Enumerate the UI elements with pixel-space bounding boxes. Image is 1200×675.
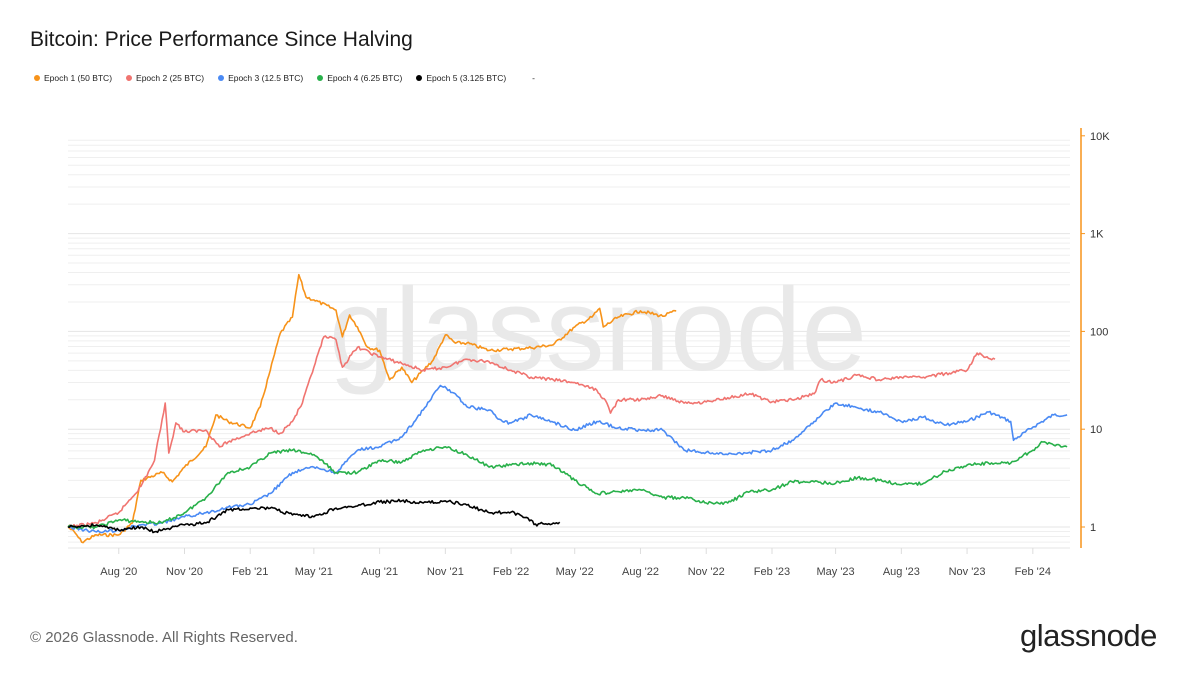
x-tick-label: May '21 <box>295 566 333 578</box>
series-line-epoch-5 <box>67 498 561 534</box>
legend-item-epoch-2[interactable]: Epoch 2 (25 BTC) <box>126 73 204 83</box>
series-line-epoch-2 <box>67 335 996 528</box>
axes: 1 10 100 1K 10K Aug '20 Nov '20 Feb '21 May '21 A… <box>100 128 1110 578</box>
watermark: glassnode <box>329 264 867 396</box>
legend-dot-icon <box>126 75 133 81</box>
x-tick-label: Feb '21 <box>232 566 268 578</box>
legend-item-epoch-3[interactable]: Epoch 3 (12.5 BTC) <box>218 73 303 83</box>
legend-label: - <box>532 73 536 83</box>
y-tick-label: 1K <box>1090 229 1104 241</box>
series-group <box>67 273 1068 544</box>
x-tick-label: Nov '23 <box>949 566 986 578</box>
x-tick-label: May '22 <box>556 566 594 578</box>
x-tick-label: Feb '24 <box>1015 566 1051 578</box>
x-tick-label: Nov '21 <box>427 566 464 578</box>
x-tick-label: Aug '23 <box>883 566 920 578</box>
y-tick-label: 10 <box>1090 424 1102 436</box>
legend: Epoch 1 (50 BTC) Epoch 2 (25 BTC) Epoch … <box>34 73 549 83</box>
copyright-footer: © 2026 Glassnode. All Rights Reserved. <box>30 629 298 646</box>
legend-item-epoch-4[interactable]: Epoch 4 (6.25 BTC) <box>317 73 402 83</box>
glassnode-logo[interactable]: glassnode <box>1020 618 1157 653</box>
legend-dot-icon <box>317 75 324 81</box>
x-tick-label: Feb '23 <box>754 566 790 578</box>
x-tick-label: Aug '22 <box>622 566 659 578</box>
legend-label: Epoch 5 (3.125 BTC) <box>426 73 507 83</box>
legend-label: Epoch 1 (50 BTC) <box>44 73 113 83</box>
legend-dot-icon <box>218 75 225 81</box>
series-line-epoch-4 <box>67 440 1068 530</box>
series-line-epoch-3 <box>67 384 1068 534</box>
y-tick-label: 10K <box>1090 131 1110 143</box>
legend-dot-icon <box>416 75 423 81</box>
x-tick-label: Nov '22 <box>688 566 725 578</box>
x-tick-label: Aug '21 <box>361 566 398 578</box>
legend-label: Epoch 2 (25 BTC) <box>136 73 205 83</box>
x-tick-label: Nov '20 <box>166 566 203 578</box>
legend-item-epoch-5[interactable]: Epoch 5 (3.125 BTC) <box>416 73 506 83</box>
legend-item-empty[interactable]: - <box>532 73 535 83</box>
legend-label: Epoch 4 (6.25 BTC) <box>327 73 403 83</box>
legend-dot-icon <box>34 75 40 81</box>
grid <box>68 139 1070 549</box>
legend-item-epoch-1[interactable]: Epoch 1 (50 BTC) <box>34 73 112 83</box>
x-tick-label: Feb '22 <box>493 566 529 578</box>
x-tick-label: May '23 <box>816 566 854 578</box>
chart-title: Bitcoin: Price Performance Since Halving <box>30 28 413 51</box>
y-tick-label: 1 <box>1090 522 1096 534</box>
y-tick-label: 100 <box>1090 326 1108 338</box>
series-line-epoch-1 <box>67 273 677 544</box>
x-tick-label: Aug '20 <box>100 566 137 578</box>
legend-label: Epoch 3 (12.5 BTC) <box>228 73 304 83</box>
